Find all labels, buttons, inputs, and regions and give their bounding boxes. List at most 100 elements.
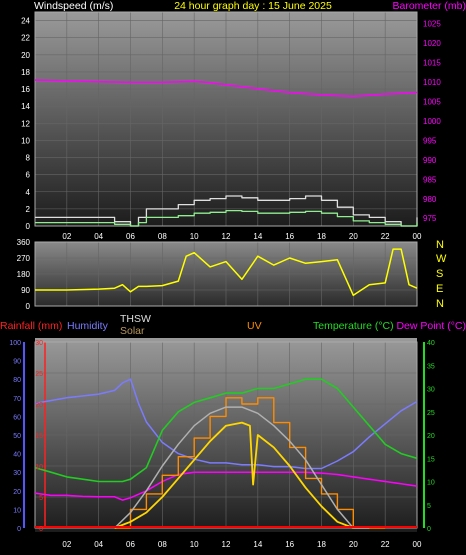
rain-y-tick: 10 <box>35 464 43 471</box>
direction-y-tick: 360 <box>17 238 31 247</box>
wind-y-tick: 16 <box>21 85 30 94</box>
temperature-y-tick: 0 <box>427 526 431 533</box>
wind-x-tick: 02 <box>62 232 71 241</box>
series-lines <box>34 79 418 529</box>
solar-line <box>114 397 386 529</box>
barometer-y-tick: 1015 <box>423 59 441 68</box>
weather-x-tick: 16 <box>285 540 294 549</box>
temperature-axis-title: Temperature (°C) <box>313 320 394 332</box>
temperature-y-tick: 40 <box>427 340 435 347</box>
humidity-y-tick: 40 <box>13 452 21 459</box>
weather-x-tick: 10 <box>190 540 199 549</box>
wind-panel-border <box>34 11 418 227</box>
thsw-label: THSW <box>120 313 151 325</box>
barometer-y-tick: 1020 <box>423 39 441 48</box>
temperature-y-tick: 25 <box>427 410 435 417</box>
humidity-y-tick: 90 <box>13 359 21 366</box>
wind-y-tick: 4 <box>26 188 31 197</box>
humidity-y-tick: 60 <box>13 414 21 421</box>
temperature-line <box>34 378 418 483</box>
wind-y-tick: 14 <box>21 102 30 111</box>
temperature-y-tick: 20 <box>427 433 435 440</box>
wind-axis-title: Windspeed (m/s) <box>34 0 113 12</box>
direction-y-tick: 90 <box>21 286 30 295</box>
weather-x-tick: 06 <box>126 540 135 549</box>
barometer-y-tick: 1005 <box>423 97 441 106</box>
barometer-y-tick: 985 <box>423 175 437 184</box>
barometer-y-tick: 975 <box>423 214 437 223</box>
wind-y-tick: 2 <box>26 205 31 214</box>
weather-x-tick: 12 <box>222 540 231 549</box>
wind-x-tick: 04 <box>94 232 103 241</box>
humidity-y-tick: 10 <box>13 507 21 514</box>
weather-x-tick: 00 <box>413 540 422 549</box>
weather-x-tick: 02 <box>62 540 71 549</box>
wind-y-tick: 18 <box>21 68 30 77</box>
chart-title: 24 hour graph day : 15 June 2025 <box>174 0 332 12</box>
wind-y-tick: 22 <box>21 34 30 43</box>
wind-avg-line <box>35 209 418 227</box>
direction-y-tick: 0 <box>26 302 31 311</box>
wind-x-tick: 16 <box>285 232 294 241</box>
compass-label: W <box>436 253 447 265</box>
uv-line <box>114 421 354 529</box>
wind-direction-line <box>35 248 418 297</box>
thsw-line <box>114 406 370 529</box>
humidity-y-tick: 100 <box>9 340 21 347</box>
barometer-y-tick: 1000 <box>423 117 441 126</box>
axis-labels: 0246810121416182022249759809859909951000… <box>9 17 447 549</box>
wind-x-tick: 22 <box>381 232 390 241</box>
barometer-axis-title: Barometer (mb) <box>392 0 466 12</box>
wind-x-tick: 08 <box>158 232 167 241</box>
humidity-y-tick: 70 <box>13 396 21 403</box>
wind-y-tick: 8 <box>26 154 31 163</box>
rain-y-tick: 15 <box>35 433 43 440</box>
weather-x-tick: 08 <box>158 540 167 549</box>
humidity-y-tick: 50 <box>13 433 21 440</box>
direction-y-tick: 270 <box>17 254 31 263</box>
wind-x-tick: 20 <box>349 232 358 241</box>
wind-x-tick: 10 <box>190 232 199 241</box>
temperature-y-tick: 15 <box>427 456 435 463</box>
wind-y-tick: 0 <box>26 222 31 231</box>
rain-y-tick: 25 <box>35 371 43 378</box>
humidity-y-tick: 80 <box>13 377 21 384</box>
rain-axis-title: Rainfall (mm) <box>0 320 62 332</box>
wind-gust-line <box>35 195 418 227</box>
wind-x-tick: 00 <box>413 232 422 241</box>
wind-y-tick: 20 <box>21 51 30 60</box>
wind-y-tick: 12 <box>21 119 30 128</box>
humidity-line <box>34 378 418 470</box>
compass-label: N <box>436 298 444 310</box>
barometer-y-tick: 1025 <box>423 20 441 29</box>
weather-x-tick: 20 <box>349 540 358 549</box>
dewpoint-axis-title: Dew Point (°C) <box>396 320 466 332</box>
wind-y-tick: 24 <box>21 17 30 26</box>
rain-y-tick: 0 <box>39 526 43 533</box>
wind-y-tick: 6 <box>26 171 31 180</box>
dewpoint-line <box>34 471 418 501</box>
wind-x-tick: 06 <box>126 232 135 241</box>
direction-panel-border <box>34 241 418 307</box>
compass-label: S <box>436 268 443 280</box>
direction-y-tick: 180 <box>17 270 31 279</box>
humidity-y-tick: 0 <box>17 526 21 533</box>
compass-label: N <box>436 239 444 251</box>
barometer-line <box>34 79 418 98</box>
wind-x-tick: 14 <box>253 232 262 241</box>
barometer-y-tick: 980 <box>423 195 437 204</box>
barometer-y-tick: 1010 <box>423 78 441 87</box>
wind-y-tick: 10 <box>21 136 30 145</box>
temperature-y-tick: 5 <box>427 503 431 510</box>
weather-x-tick: 18 <box>317 540 326 549</box>
wind-x-tick: 12 <box>222 232 231 241</box>
weather-x-tick: 04 <box>94 540 103 549</box>
rain-y-tick: 20 <box>35 402 43 409</box>
humidity-y-tick: 30 <box>13 470 21 477</box>
weather-x-tick: 14 <box>253 540 262 549</box>
wind-x-tick: 18 <box>317 232 326 241</box>
temperature-y-tick: 35 <box>427 363 435 370</box>
solar-label: Solar <box>120 325 145 337</box>
